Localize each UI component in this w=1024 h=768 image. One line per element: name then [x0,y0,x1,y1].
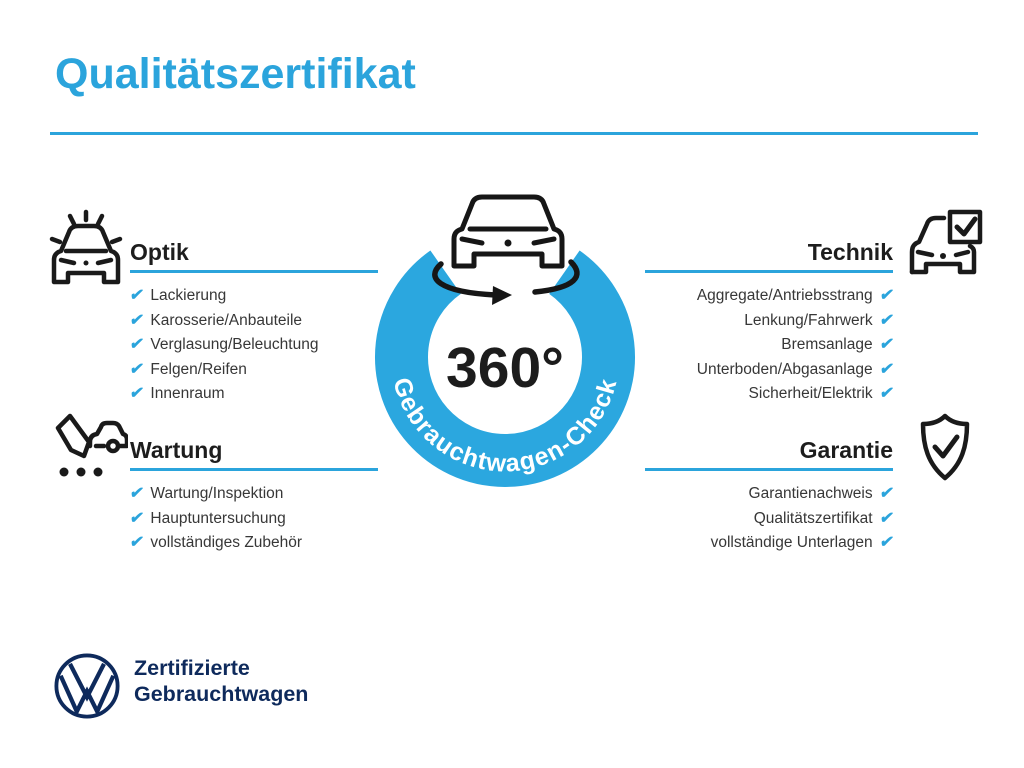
checklist-item: ✔ Aggregate/Antriebsstrang [645,284,895,309]
title-divider [50,132,978,135]
item-label: Lackierung [150,287,227,305]
checklist-item: ✔ Unterboden/Abgasanlage [645,358,895,383]
check-icon: ✔ [128,336,145,354]
section-technik: Technik ✔ Aggregate/Antriebsstrang ✔ Lenku… [645,236,895,407]
360-check-badge: Gebrauchtwagen-Check [375,194,635,487]
check-icon: ✔ [878,287,895,305]
checklist-item: ✔ Felgen/Reifen [128,358,378,383]
check-icon: ✔ [878,534,895,552]
check-icon: ✔ [128,360,145,378]
section-wartung: Wartung ✔ Wartung/Inspektion ✔ Hauptunters… [128,434,378,556]
check-icon: ✔ [878,385,895,403]
checklist-item: ✔ vollständiges Zubehör [128,531,378,556]
check-icon: ✔ [128,534,145,552]
car-360-rotation-icon [432,194,580,305]
checklist-item: ✔ Hauptuntersuchung [128,507,378,532]
check-icon: ✔ [128,287,145,305]
section-title-wartung: Wartung [130,434,378,471]
shield-check-icon [906,410,984,492]
checklist-item: ✔ Lackierung [128,284,378,309]
brand-line-2: Gebrauchtwagen [134,682,309,706]
garantie-checklist: ✔ Garantienachweis ✔ Qualitätszertifikat ✔… [645,482,895,556]
check-icon: ✔ [878,485,895,503]
checklist-item: ✔ Bremsanlage [645,333,895,358]
vw-logo [53,652,121,725]
wartung-checklist: ✔ Wartung/Inspektion ✔ Hauptuntersuchung ✔… [128,482,378,556]
item-label: vollständige Unterlagen [710,534,873,552]
check-icon: ✔ [128,509,145,527]
check-icon: ✔ [128,385,145,403]
car-shine-icon [46,208,126,290]
brand-text: Zertifizierte Gebrauchtwagen [134,655,308,707]
checklist-item: ✔ Innenraum [128,382,378,407]
item-label: Unterboden/Abgasanlage [696,360,873,378]
item-label: vollständiges Zubehör [150,534,303,552]
check-icon: ✔ [878,360,895,378]
section-garantie: Garantie ✔ Garantienachweis ✔ Qualitätszer… [645,434,895,556]
item-label: Qualitätszertifikat [753,509,873,527]
checklist-item: ✔ Garantienachweis [645,482,895,507]
item-label: Innenraum [150,385,225,403]
brand-line-1: Zertifizierte [134,656,250,680]
item-label: Felgen/Reifen [150,360,247,378]
checklist-item: ✔ Karosserie/Anbauteile [128,309,378,334]
page-title: Qualitätszertifikat [55,50,416,98]
checklist-item: ✔ Lenkung/Fahrwerk [645,309,895,334]
item-label: Sicherheit/Elektrik [748,385,873,403]
car-checkbox-icon [904,206,986,288]
item-label: Garantienachweis [748,485,873,503]
check-icon: ✔ [878,509,895,527]
item-label: Karosserie/Anbauteile [150,311,303,329]
item-label: Aggregate/Antriebsstrang [696,287,873,305]
checklist-item: ✔ Sicherheit/Elektrik [645,382,895,407]
checklist-item: ✔ vollständige Unterlagen [645,531,895,556]
check-icon: ✔ [878,336,895,354]
checklist-item: ✔ Qualitätszertifikat [645,507,895,532]
item-label: Lenkung/Fahrwerk [744,311,873,329]
item-label: Wartung/Inspektion [150,485,284,503]
technik-checklist: ✔ Aggregate/Antriebsstrang ✔ Lenkung/Fahrw… [645,284,895,407]
item-label: Verglasung/Beleuchtung [150,336,319,354]
car-service-checklist-icon [44,406,128,490]
section-title-optik: Optik [130,236,378,273]
check-icon: ✔ [128,311,145,329]
checklist-item: ✔ Wartung/Inspektion [128,482,378,507]
section-title-technik: Technik [645,236,893,273]
optik-checklist: ✔ Lackierung ✔ Karosserie/Anbauteile ✔ Verg… [128,284,378,407]
check-icon: ✔ [128,485,145,503]
badge-center-label: 360° [446,336,564,400]
check-icon: ✔ [878,311,895,329]
checklist-item: ✔ Verglasung/Beleuchtung [128,333,378,358]
section-optik: Optik ✔ Lackierung ✔ Karosserie/Anbauteile… [128,236,378,407]
item-label: Bremsanlage [781,336,873,354]
item-label: Hauptuntersuchung [150,509,286,527]
section-title-garantie: Garantie [645,434,893,471]
badge-ring [375,250,635,487]
